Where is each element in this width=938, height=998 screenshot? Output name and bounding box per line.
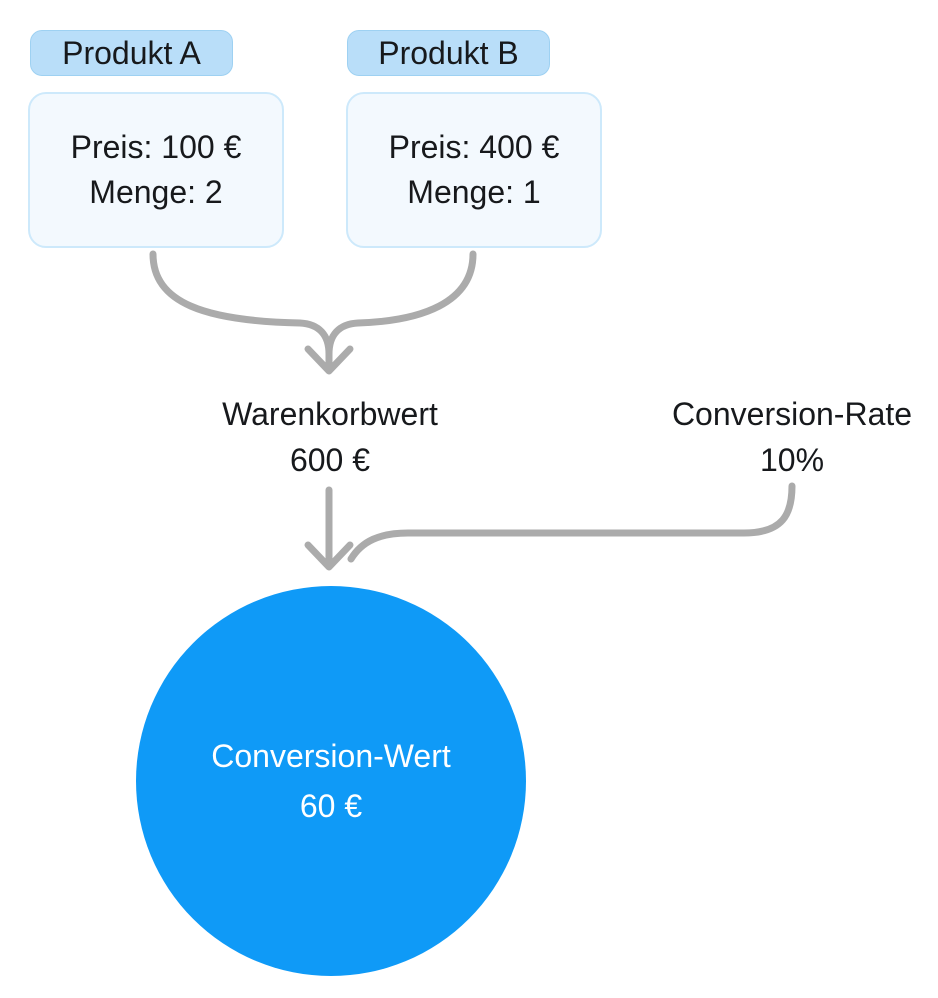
conversion-value-circle: Conversion-Wert 60 € bbox=[136, 586, 526, 976]
product-a-label: Produkt A bbox=[62, 34, 201, 71]
product-a-card: Preis: 100 € Menge: 2 bbox=[28, 92, 284, 248]
cart-value-title: Warenkorbwert bbox=[222, 396, 438, 432]
conversion-rate-value: 10% bbox=[759, 442, 825, 478]
product-b-chip: Produkt B bbox=[347, 30, 550, 76]
merge-arrow-products-to-cart bbox=[149, 250, 477, 375]
product-a-chip: Produkt A bbox=[30, 30, 233, 76]
product-b-label: Produkt B bbox=[378, 34, 519, 71]
product-a-quantity: Menge: 2 bbox=[89, 174, 223, 210]
arrowhead-icon bbox=[304, 541, 354, 571]
product-b-card: Preis: 400 € Menge: 1 bbox=[346, 92, 602, 248]
arrowhead-icon bbox=[304, 345, 354, 375]
conversion-value-title: Conversion-Wert bbox=[211, 738, 451, 774]
connector-rate-to-result bbox=[347, 482, 796, 563]
conversion-rate-node: Conversion-Rate 10% bbox=[632, 391, 938, 483]
conversion-rate-title: Conversion-Rate bbox=[671, 396, 913, 432]
product-b-quantity: Menge: 1 bbox=[407, 174, 541, 210]
product-a-price: Preis: 100 € bbox=[70, 129, 242, 165]
product-b-price: Preis: 400 € bbox=[388, 129, 560, 165]
conversion-value-amount: 60 € bbox=[299, 788, 363, 824]
arrow-cart-to-result bbox=[304, 486, 354, 571]
cart-value-node: Warenkorbwert 600 € bbox=[170, 391, 490, 483]
cart-value-amount: 600 € bbox=[289, 442, 371, 478]
